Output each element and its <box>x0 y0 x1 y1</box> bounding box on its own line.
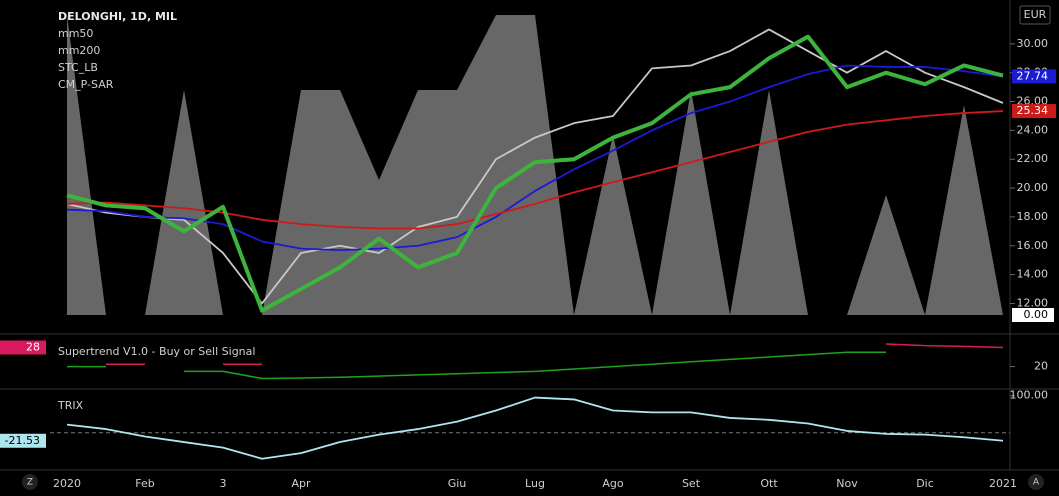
x-tick-label: Giu <box>448 477 467 490</box>
x-tick-label: Ott <box>760 477 778 490</box>
x-tick-label: Feb <box>135 477 154 490</box>
last-value-label: 28 <box>26 341 40 354</box>
x-tick-label: Nov <box>836 477 858 490</box>
button[interactable] <box>1028 474 1044 490</box>
x-tick-label: Set <box>682 477 701 490</box>
line <box>66 64 1004 251</box>
y-tick-label: 18.00 <box>1017 210 1049 223</box>
line <box>66 110 1004 230</box>
panel-title: DELONGHI, 1D, MIL <box>58 10 177 23</box>
x-tick-label: 3 <box>220 477 227 490</box>
line <box>66 396 1004 460</box>
y-tick-label: 24.00 <box>1017 123 1049 136</box>
last-value-badge <box>1012 69 1056 84</box>
y-tick-label: 20.00 <box>1017 181 1049 194</box>
last-value-label: -21.53 <box>5 434 40 447</box>
last-value-badge <box>1012 104 1056 119</box>
legend-entry: mm200 <box>58 44 100 57</box>
last-value-badge <box>0 433 46 448</box>
currency-box <box>1019 5 1051 25</box>
x-tick-label: Dic <box>916 477 934 490</box>
y-tick-label: 16.00 <box>1017 239 1049 252</box>
y-tick-label: 100.00 <box>1010 389 1049 402</box>
x-tick-label: 2021 <box>989 477 1017 490</box>
last-value-badge <box>0 340 46 355</box>
legend-entry: mm50 <box>58 27 93 40</box>
last-value-label: 27.74 <box>1017 69 1049 82</box>
line <box>66 34 1004 313</box>
x-tick-label: Lug <box>525 477 545 490</box>
y2-tick-label: 0.00 <box>1024 308 1049 321</box>
button-label[interactable]: A <box>1033 478 1040 488</box>
line <box>66 28 1004 305</box>
y-tick-label: 12.00 <box>1017 296 1049 309</box>
x-tick-label: Apr <box>291 477 311 490</box>
panel-title: Supertrend V1.0 - Buy or Sell Signal <box>58 345 255 358</box>
x-tick-label: Ago <box>602 477 624 490</box>
currency: EUR <box>1024 8 1047 21</box>
y-tick-label: 20 <box>1034 360 1048 373</box>
y-tick-label: 14.00 <box>1017 268 1049 281</box>
legend-entry: STC_LB <box>58 61 98 74</box>
y-tick-label: 22.00 <box>1017 152 1049 165</box>
area <box>67 15 1003 315</box>
line <box>106 343 1004 365</box>
button[interactable] <box>22 474 38 490</box>
legend-entry: CM_P-SAR <box>58 78 114 91</box>
line <box>67 351 886 380</box>
y-tick-label: 30.00 <box>1017 37 1049 50</box>
x-tick-label: 2020 <box>53 477 81 490</box>
panel-title: TRIX <box>57 399 84 412</box>
y2-tick <box>1012 308 1054 322</box>
button-label[interactable]: Z <box>27 478 33 488</box>
last-value-label: 25.34 <box>1017 104 1049 117</box>
